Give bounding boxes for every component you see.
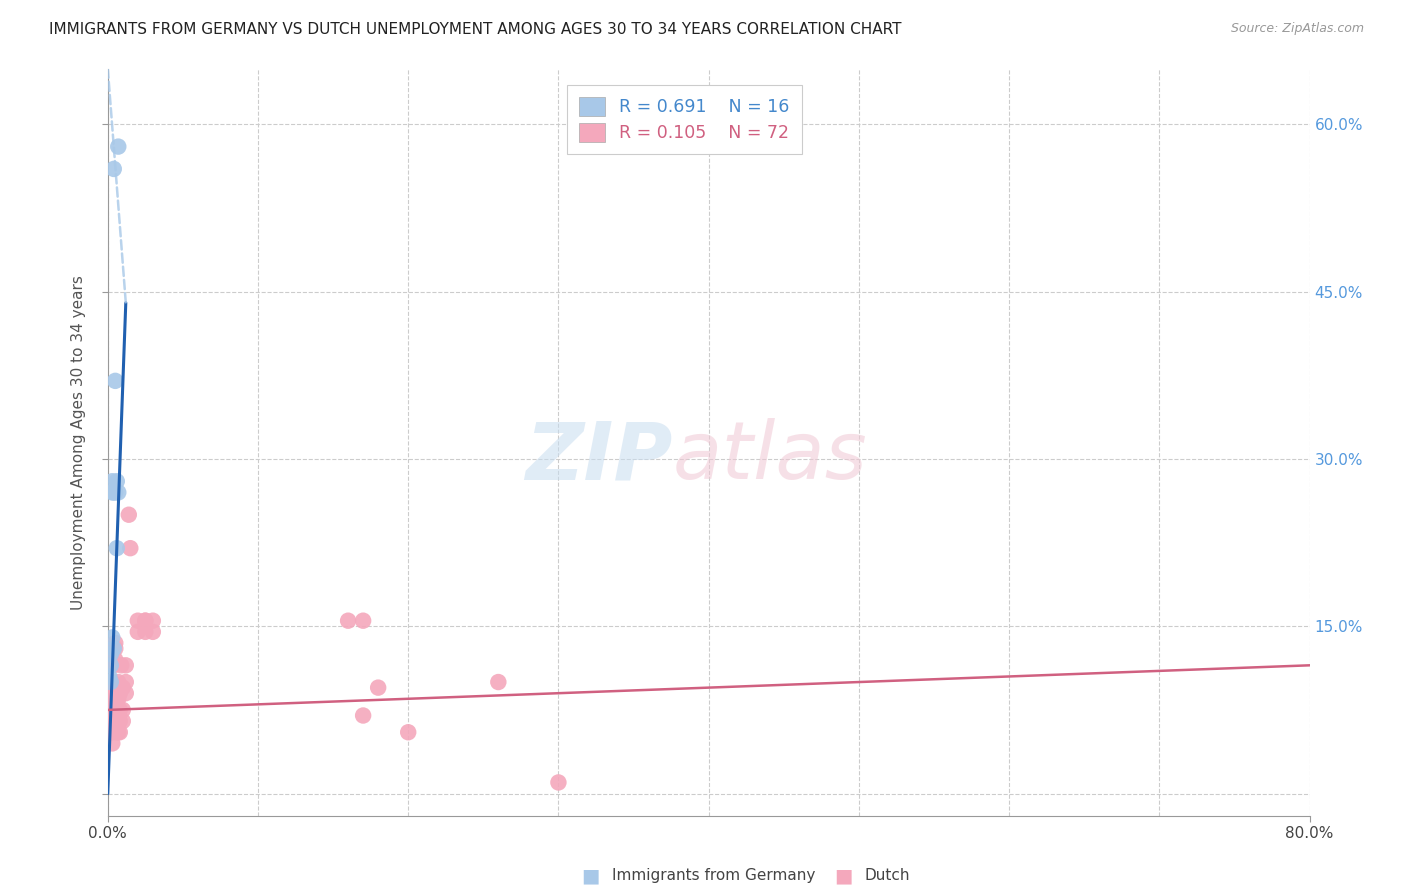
Point (107, 725, 129, 739)
Point (105, 475, 128, 489)
Text: ZIP: ZIP (526, 418, 672, 496)
Text: ■: ■ (834, 866, 853, 886)
Point (103, 658, 125, 673)
Point (352, 614, 374, 628)
Point (98, 708, 121, 723)
Point (111, 703, 134, 717)
Text: atlas: atlas (672, 418, 868, 496)
Point (110, 658, 132, 673)
Point (100, 686, 122, 700)
Point (100, 658, 122, 673)
Point (103, 691, 125, 706)
Point (101, 698, 124, 712)
Point (142, 624, 165, 639)
Point (104, 703, 127, 717)
Point (98, 669, 121, 683)
Point (114, 675, 136, 690)
Point (103, 161, 125, 176)
Point (101, 641, 124, 656)
Point (105, 703, 128, 717)
Point (104, 374, 127, 388)
Point (486, 675, 509, 690)
Point (100, 675, 122, 690)
Point (108, 686, 131, 700)
Legend: R = 0.691    N = 16, R = 0.105    N = 72: R = 0.691 N = 16, R = 0.105 N = 72 (567, 85, 801, 154)
Point (120, 541, 142, 556)
Point (100, 708, 122, 723)
Point (103, 686, 125, 700)
Point (103, 714, 125, 728)
Point (101, 725, 124, 739)
Y-axis label: Unemployment Among Ages 30 to 34 years: Unemployment Among Ages 30 to 34 years (72, 275, 86, 609)
Point (104, 653, 127, 667)
Point (134, 624, 156, 639)
Point (100, 698, 122, 712)
Point (105, 714, 128, 728)
Point (104, 698, 127, 712)
Point (108, 703, 131, 717)
Point (337, 614, 360, 628)
Text: Immigrants from Germany: Immigrants from Germany (612, 869, 815, 883)
Point (104, 641, 127, 656)
Point (352, 708, 374, 723)
Point (101, 708, 124, 723)
Text: ■: ■ (581, 866, 600, 886)
Point (107, 691, 129, 706)
Point (547, 775, 569, 789)
Point (100, 725, 122, 739)
Point (100, 647, 122, 661)
Point (101, 475, 124, 489)
Point (107, 139, 129, 153)
Point (101, 675, 124, 690)
Point (134, 614, 156, 628)
Point (98, 698, 121, 712)
Point (101, 653, 124, 667)
Text: IMMIGRANTS FROM GERMANY VS DUTCH UNEMPLOYMENT AMONG AGES 30 TO 34 YEARS CORRELAT: IMMIGRANTS FROM GERMANY VS DUTCH UNEMPLO… (49, 22, 901, 37)
Point (100, 703, 122, 717)
Point (105, 691, 128, 706)
Point (127, 624, 149, 639)
Point (104, 720, 127, 734)
Point (108, 714, 131, 728)
Point (104, 485, 127, 500)
Point (111, 681, 134, 695)
Text: Source: ZipAtlas.com: Source: ZipAtlas.com (1230, 22, 1364, 36)
Point (108, 725, 131, 739)
Point (142, 614, 165, 628)
Point (100, 675, 122, 690)
Point (107, 675, 129, 690)
Point (105, 681, 128, 695)
Point (104, 636, 127, 650)
Text: Dutch: Dutch (865, 869, 910, 883)
Point (103, 485, 125, 500)
Point (100, 691, 122, 706)
Point (101, 631, 124, 645)
Point (118, 508, 141, 522)
Point (100, 714, 122, 728)
Point (114, 686, 136, 700)
Point (105, 725, 128, 739)
Point (98, 703, 121, 717)
Point (107, 708, 129, 723)
Point (104, 691, 127, 706)
Point (111, 714, 134, 728)
Point (101, 686, 124, 700)
Point (98, 686, 121, 700)
Point (101, 736, 124, 750)
Point (367, 681, 389, 695)
Point (101, 485, 124, 500)
Point (103, 641, 125, 656)
Point (127, 614, 149, 628)
Point (103, 698, 125, 712)
Point (103, 720, 125, 734)
Point (103, 703, 125, 717)
Point (134, 614, 156, 628)
Point (101, 714, 124, 728)
Point (101, 703, 124, 717)
Point (105, 541, 128, 556)
Point (107, 485, 129, 500)
Point (114, 658, 136, 673)
Point (396, 725, 419, 739)
